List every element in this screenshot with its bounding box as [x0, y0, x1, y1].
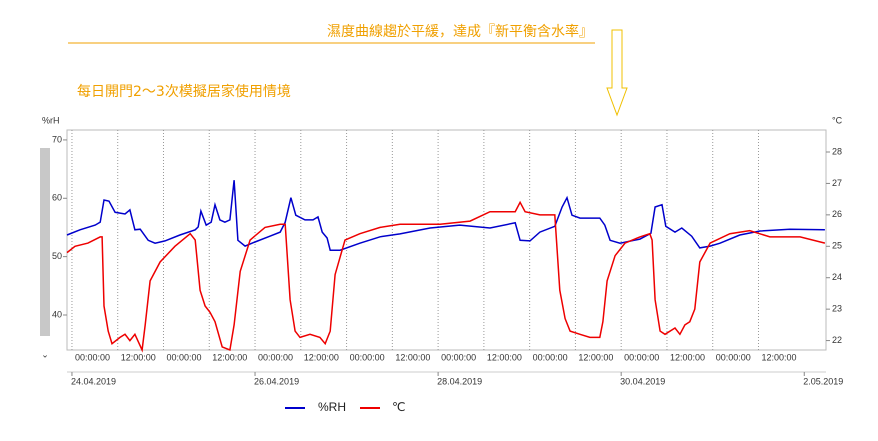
x-tick-label: 12:00:00: [304, 352, 339, 362]
y2-tick-label: 27: [832, 178, 842, 188]
y2-tick-label: 22: [832, 335, 842, 345]
date-tick-label: 30.04.2019: [620, 376, 665, 386]
annotation-title: 濕度曲線趨於平緩，達成『新平衡含水率』: [327, 23, 593, 40]
x-tick-label: 00:00:00: [533, 352, 568, 362]
y-tick-label: 60: [52, 193, 62, 203]
x-tick-label: 12:00:00: [212, 352, 247, 362]
scroll-arrow[interactable]: ⌄: [41, 349, 49, 359]
y2-tick-label: 24: [832, 272, 842, 282]
x-tick-label: 00:00:00: [166, 352, 201, 362]
x-tick-label: 12:00:00: [761, 352, 796, 362]
plot-frame: [66, 129, 827, 351]
date-tick-label: 28.04.2019: [437, 376, 482, 386]
legend-label: %RH: [318, 400, 346, 414]
y-tick-label: 40: [52, 309, 62, 319]
x-tick-label: 00:00:00: [716, 352, 751, 362]
y2-tick-label: 26: [832, 209, 842, 219]
x-tick-label: 12:00:00: [121, 352, 156, 362]
x-tick-label: 00:00:00: [624, 352, 659, 362]
date-tick-label: 24.04.2019: [71, 376, 116, 386]
annotation-arrow: [606, 29, 628, 117]
y-tick-label: 50: [52, 251, 62, 261]
x-tick-label: 00:00:00: [258, 352, 293, 362]
series-line: [66, 180, 825, 251]
x-tick-label: 12:00:00: [487, 352, 522, 362]
scrollbar[interactable]: [40, 148, 50, 336]
annotation-subtitle: 每日開門2～3次模擬居家使用情境: [77, 83, 291, 100]
x-tick-label: 12:00:00: [670, 352, 705, 362]
y2-tick-label: 28: [832, 146, 842, 156]
legend-label: ℃: [392, 400, 405, 414]
date-tick-label: 2.05.2019: [803, 376, 843, 386]
y2-tick-label: 25: [832, 241, 842, 251]
y-tick-label: 70: [52, 134, 62, 144]
y-axis-label: %rH: [42, 115, 60, 125]
x-tick-label: 12:00:00: [395, 352, 430, 362]
y2-tick-label: 23: [832, 304, 842, 314]
series-line: [66, 200, 826, 353]
date-tick-label: 26.04.2019: [254, 376, 299, 386]
x-tick-label: 00:00:00: [441, 352, 476, 362]
y2-axis-label: °C: [832, 115, 843, 125]
x-tick-label: 12:00:00: [578, 352, 613, 362]
x-tick-label: 00:00:00: [75, 352, 110, 362]
x-tick-label: 00:00:00: [350, 352, 385, 362]
